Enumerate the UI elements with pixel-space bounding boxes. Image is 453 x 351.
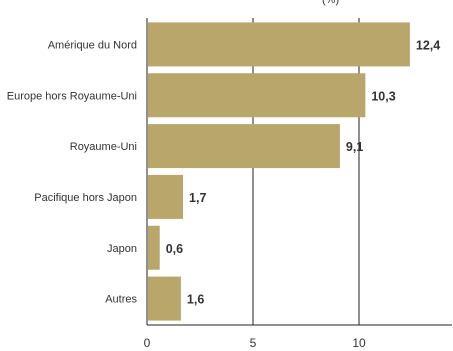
category-label-3: Pacifique hors Japon xyxy=(34,192,137,204)
bar-3 xyxy=(148,174,184,219)
chart-title-fragment: (%) xyxy=(322,0,339,6)
value-label-0: 12,4 xyxy=(416,38,440,52)
value-label-1: 10,3 xyxy=(371,89,395,103)
category-label-5: Autres xyxy=(105,294,137,306)
category-label-1: Europe hors Royaume-Uni xyxy=(7,90,137,102)
bar-4 xyxy=(148,225,160,270)
value-labels: 12,4 10,3 9,1 1,7 0,6 1,6 xyxy=(166,38,441,306)
value-label-3: 1,7 xyxy=(189,191,206,205)
category-labels: Amérique du Nord Europe hors Royaume-Uni R… xyxy=(7,39,138,305)
bar-5 xyxy=(148,276,181,321)
value-label-5: 1,6 xyxy=(187,293,204,307)
bars xyxy=(148,22,410,321)
x-tick-label-5: 5 xyxy=(250,336,257,350)
category-label-0: Amérique du Nord xyxy=(48,39,137,51)
x-axis: 0 5 10 xyxy=(144,324,452,350)
x-tick-label-0: 0 xyxy=(144,336,151,350)
category-label-4: Japon xyxy=(107,243,137,255)
value-label-2: 9,1 xyxy=(346,140,363,154)
x-tick-label-10: 10 xyxy=(352,336,366,350)
bar-0 xyxy=(148,22,410,67)
value-label-4: 0,6 xyxy=(166,242,183,256)
category-label-2: Royaume-Uni xyxy=(70,141,137,153)
bar-2 xyxy=(148,124,340,169)
gridlines xyxy=(146,18,360,325)
bar-1 xyxy=(148,73,366,118)
